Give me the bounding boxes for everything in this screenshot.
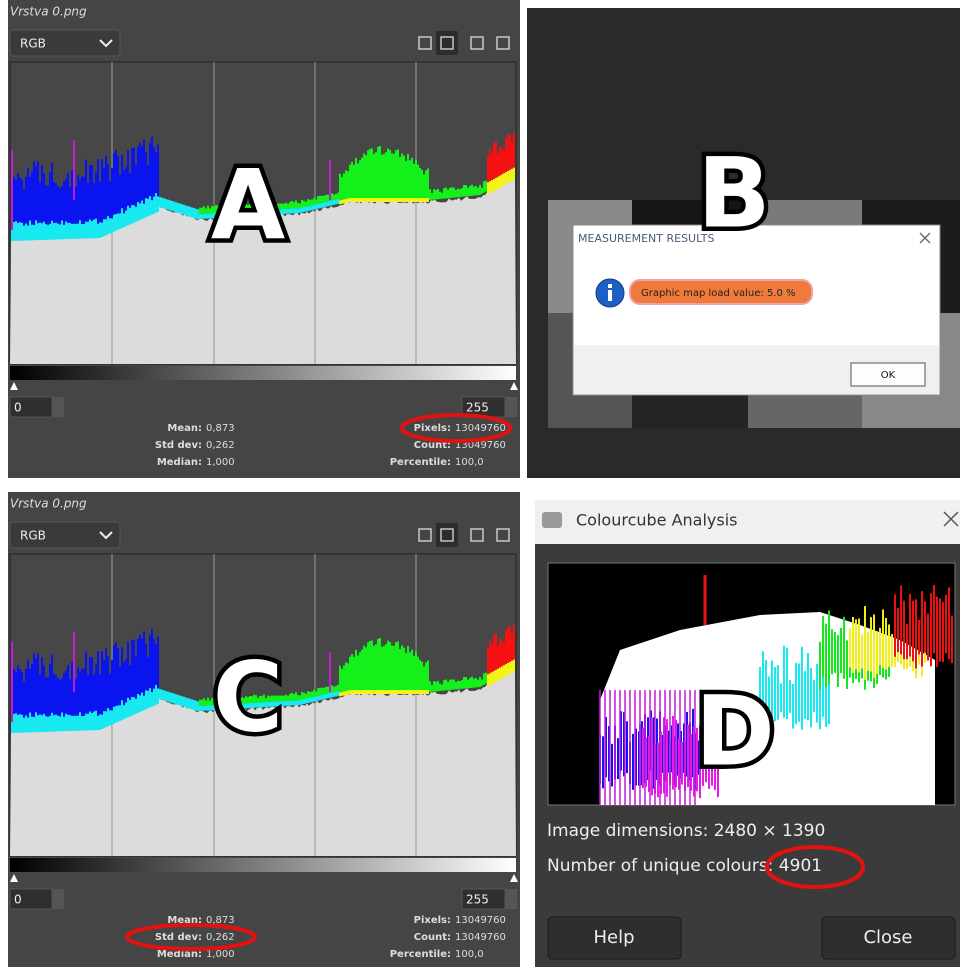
stat-value: 1,000: [206, 457, 235, 468]
panel-letter: D: [695, 675, 775, 787]
range-low-spin[interactable]: [52, 397, 64, 417]
scale-button[interactable]: [414, 523, 436, 547]
scale-button[interactable]: [492, 523, 514, 547]
range-low-value: 0: [14, 401, 22, 415]
scale-button[interactable]: [436, 523, 458, 547]
stat-value: 13049760: [455, 423, 506, 434]
info-i-bar: [608, 290, 612, 301]
stat-label: Median:: [157, 457, 202, 468]
range-high-spin[interactable]: [505, 397, 517, 417]
screenshot: Vrstva 0.png RGB 0 255 Mean: 0,873 Std dev: 0,2…: [0, 0, 960, 967]
close-label: Close: [863, 927, 912, 948]
range-high-value: 255: [466, 893, 489, 907]
stat-label: Pixels:: [414, 915, 451, 926]
window-title: Colourcube Analysis: [576, 511, 738, 530]
unique-colours-text: Number of unique colours: 4901: [547, 856, 822, 876]
help-label: Help: [593, 927, 634, 948]
channel-label: RGB: [20, 529, 46, 543]
scale-button[interactable]: [414, 31, 436, 55]
stat-value: 1,000: [206, 949, 235, 960]
gradient-strip: [10, 366, 516, 380]
stat-value: 100,0: [455, 949, 484, 960]
scale-button[interactable]: [436, 31, 458, 55]
stat-label: Mean:: [167, 423, 202, 434]
stat-value: 13049760: [455, 932, 506, 943]
window-icon: [542, 512, 562, 528]
message-text: Graphic map load value: 5.0 %: [641, 288, 796, 299]
stat-value: 13049760: [455, 915, 506, 926]
dialog-title: MEASUREMENT RESULTS: [578, 232, 714, 245]
dimensions-text: Image dimensions: 2480 × 1390: [547, 821, 825, 841]
panel-letter: C: [213, 641, 283, 753]
scale-button[interactable]: [466, 31, 488, 55]
stat-label: Std dev:: [155, 440, 202, 451]
scale-button[interactable]: [492, 31, 514, 55]
range-low-value: 0: [14, 893, 22, 907]
layer-title: Vrstva 0.png: [10, 497, 87, 511]
stat-label: Pixels:: [414, 423, 451, 434]
range-high-value: 255: [466, 401, 489, 415]
info-i-dot: [608, 284, 612, 288]
stat-label: Count:: [414, 932, 451, 943]
gradient-strip: [10, 858, 516, 872]
page: Vrstva 0.png RGB 0 255 Mean: 0,873 Std dev: 0,2…: [0, 0, 960, 967]
stat-value: 0,262: [206, 440, 235, 451]
layer-title: Vrstva 0.png: [10, 5, 87, 19]
range-high-spin[interactable]: [505, 889, 517, 909]
ok-label: OK: [881, 370, 896, 381]
stat-value: 100,0: [455, 457, 484, 468]
channel-label: RGB: [20, 37, 46, 51]
range-low-spin[interactable]: [52, 889, 64, 909]
stat-value: 0,262: [206, 932, 235, 943]
stat-label: Percentile:: [390, 949, 451, 960]
scale-button[interactable]: [466, 523, 488, 547]
panel-letter: B: [697, 137, 770, 249]
stat-label: Percentile:: [390, 457, 451, 468]
panel-letter: A: [211, 149, 285, 261]
stat-value: 0,873: [206, 423, 235, 434]
stat-label: Std dev:: [155, 932, 202, 943]
